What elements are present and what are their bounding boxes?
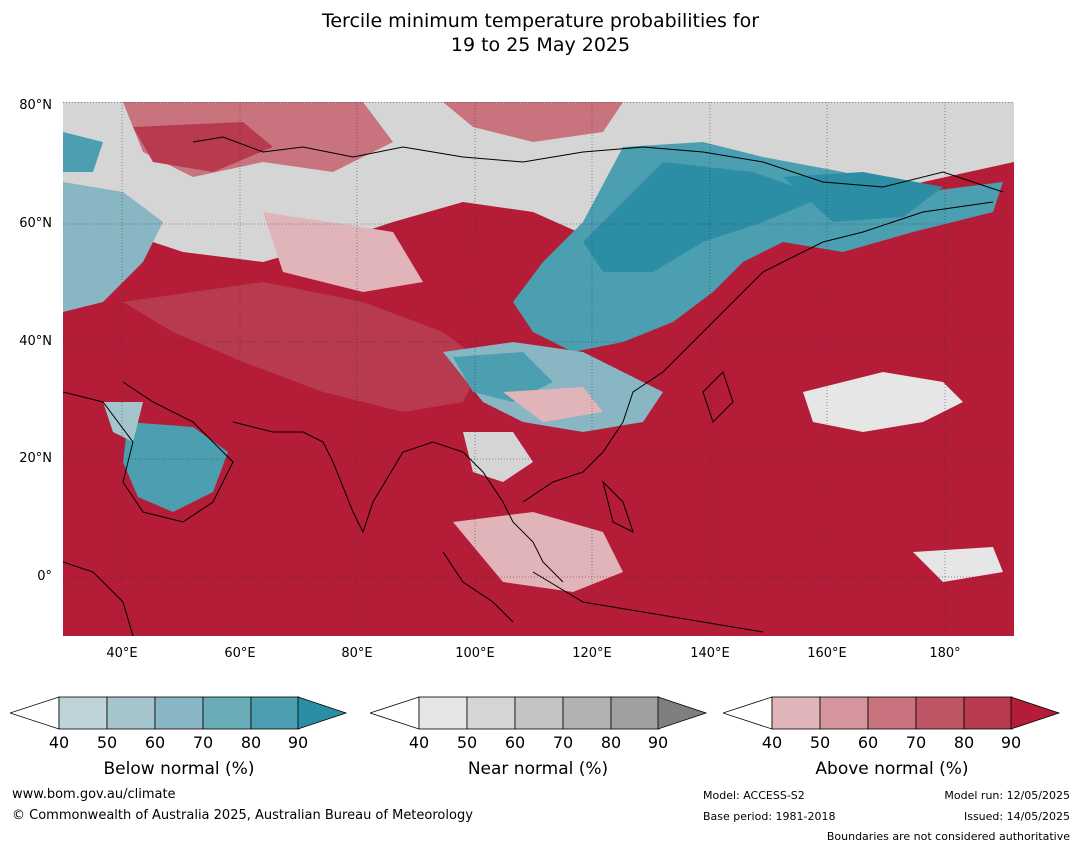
lon-label-80e: 80°E (341, 646, 373, 661)
tick: 60 (504, 733, 526, 752)
region-pacific-near (803, 372, 963, 432)
colorbar-swatch (250, 696, 300, 730)
region-west-below (63, 182, 163, 312)
tick: 90 (287, 733, 309, 752)
region-west-below-strong (63, 132, 103, 172)
lon-label-100e: 100°E (455, 646, 495, 661)
colorbar-swatch (466, 696, 516, 730)
title-line-2: 19 to 25 May 2025 (450, 34, 631, 56)
graticule (63, 102, 1014, 636)
tick: 70 (552, 733, 574, 752)
colorbar-swatch (418, 696, 468, 730)
colorbar-swatch (58, 696, 108, 730)
colorbar-swatch (202, 696, 252, 730)
lon-label-160e: 160°E (807, 646, 847, 661)
model-run-text: Model run: 12/05/2025 (944, 789, 1070, 802)
disclaimer-text: Boundaries are not considered authoritat… (826, 830, 1070, 843)
tick: 90 (1000, 733, 1022, 752)
lon-label-60e: 60°E (224, 646, 256, 661)
website-link[interactable]: www.bom.gov.au/climate (12, 787, 176, 802)
colorbar-above-label: Above normal (%) (815, 759, 969, 779)
region-central-light (263, 212, 423, 292)
colorbar-swatch (106, 696, 156, 730)
colorbar-swatch (771, 696, 821, 730)
colorbar-swatch (963, 696, 1013, 730)
region-china-light (503, 387, 603, 422)
tick: 80 (953, 733, 975, 752)
probability-map (63, 102, 1014, 636)
lat-label-40n: 40°N (19, 334, 52, 349)
lat-label-0: 0° (37, 569, 52, 584)
title-line-1: Tercile minimum temperature probabilitie… (321, 10, 760, 32)
colorbar-below-high-arrow (297, 696, 348, 730)
colorbar-below-low-arrow (10, 696, 60, 730)
lon-label-140e: 140°E (690, 646, 730, 661)
region-arctic-above (133, 122, 273, 172)
copyright-text: © Commonwealth of Australia 2025, Austra… (12, 808, 473, 823)
region-china-below-strong (453, 352, 553, 402)
region-arabia-light (103, 402, 143, 442)
tick: 80 (600, 733, 622, 752)
colorbar-above-low-arrow (723, 696, 773, 730)
colorbar-near-high-arrow (657, 696, 708, 730)
lon-label-120e: 120°E (572, 646, 612, 661)
tick: 40 (761, 733, 783, 752)
tick: 70 (192, 733, 214, 752)
lat-label-20n: 20°N (19, 451, 52, 466)
tick: 60 (144, 733, 166, 752)
colorbar-swatch (819, 696, 869, 730)
model-text: Model: ACCESS-S2 (703, 789, 805, 802)
tick: 70 (905, 733, 927, 752)
region-arabia-below (123, 422, 228, 512)
region-siberia-below-strong (583, 162, 823, 272)
lon-label-180: 180° (929, 646, 961, 661)
base-period-text: Base period: 1981-2018 (703, 810, 836, 823)
colorbar-near-low-arrow (370, 696, 420, 730)
colorbar-swatch (562, 696, 612, 730)
tick: 40 (48, 733, 70, 752)
tick: 90 (647, 733, 669, 752)
lon-label-40e: 40°E (106, 646, 138, 661)
colorbar-near (370, 696, 708, 730)
colorbar-swatch (610, 696, 660, 730)
colorbar-swatch (514, 696, 564, 730)
tick: 60 (857, 733, 879, 752)
colorbar-below-label: Below normal (%) (103, 759, 255, 779)
region-east-below (783, 172, 943, 222)
map-svg (63, 102, 1014, 636)
tick: 80 (240, 733, 262, 752)
colorbar-above-swatches (771, 696, 1013, 730)
issued-text: Issued: 14/05/2025 (963, 810, 1070, 823)
tick: 40 (408, 733, 430, 752)
colorbar-below-swatches (58, 696, 300, 730)
colorbar-near-label: Near normal (%) (467, 759, 609, 779)
coastlines (63, 136, 1004, 636)
region-north-right-above (443, 102, 623, 142)
colorbar-swatch (154, 696, 204, 730)
tick: 50 (456, 733, 478, 752)
colorbar-near-swatches (418, 696, 660, 730)
tick: 50 (809, 733, 831, 752)
region-central-asia-above (123, 282, 483, 412)
region-pacific-near-2 (913, 547, 1003, 582)
tick: 50 (96, 733, 118, 752)
colorbar-above-high-arrow (1010, 696, 1061, 730)
colorbar-above (723, 696, 1061, 730)
colorbar-swatch (915, 696, 965, 730)
colorbar-swatch (867, 696, 917, 730)
colorbar-below (10, 696, 348, 730)
lat-label-80n: 80°N (19, 98, 52, 113)
map-title: Tercile minimum temperature probabilitie… (0, 9, 1081, 57)
lat-label-60n: 60°N (19, 216, 52, 231)
